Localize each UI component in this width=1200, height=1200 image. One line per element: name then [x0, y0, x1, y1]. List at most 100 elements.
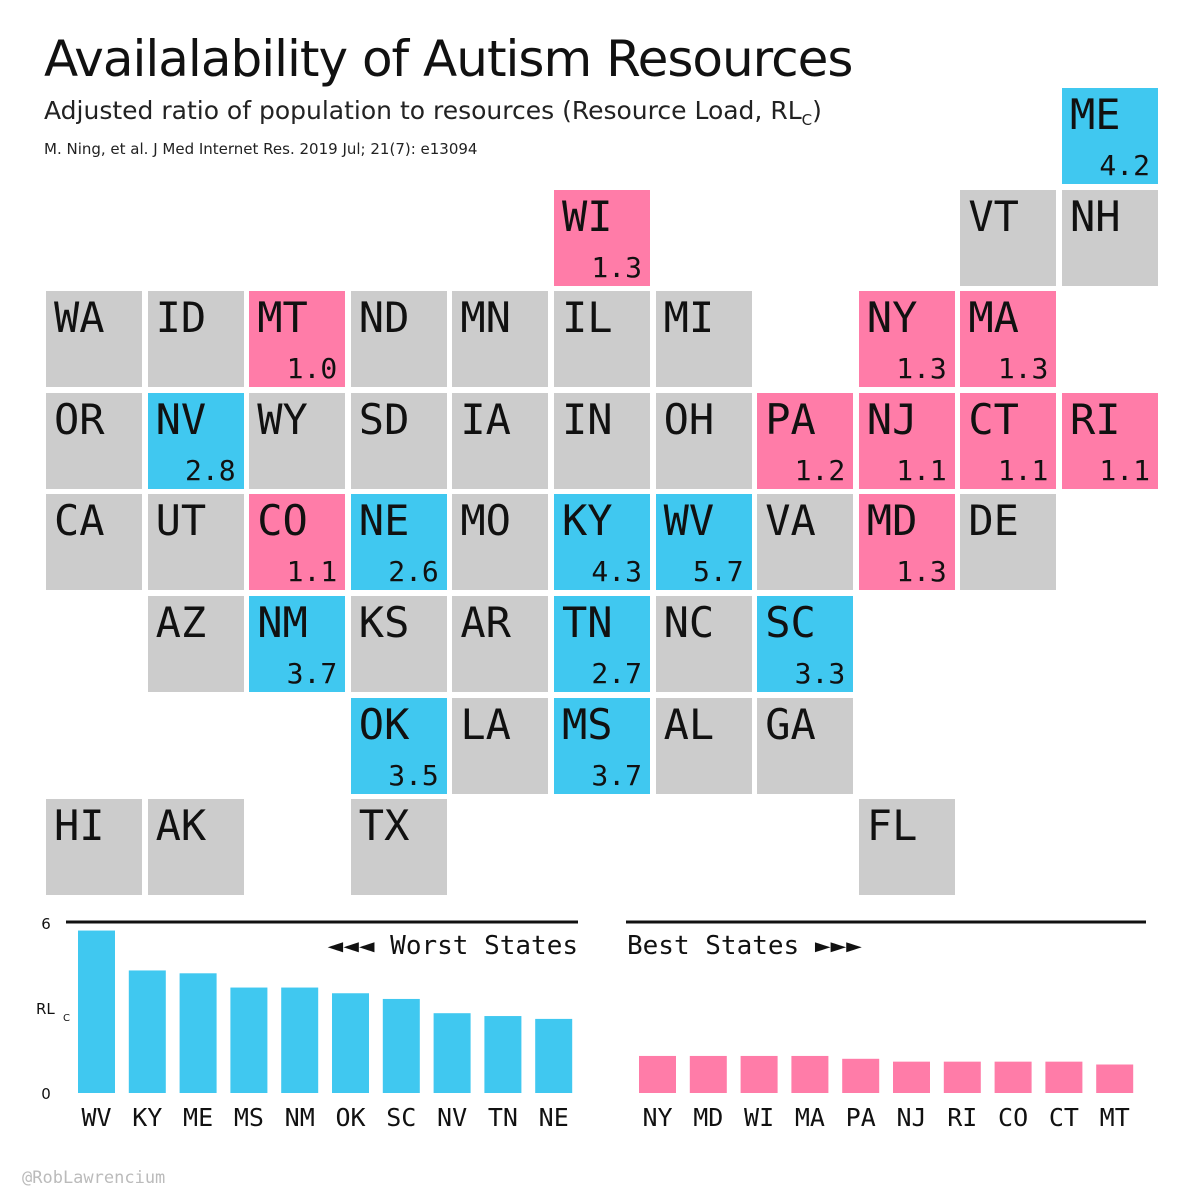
state-tile-id: ID — [147, 291, 244, 388]
credit-handle: @RobLawrencium — [22, 1168, 166, 1188]
state-tile-ok: OK 3.5 — [350, 697, 447, 794]
state-abbr: AK — [155, 801, 207, 851]
y-axis-label: RL — [36, 1000, 55, 1018]
best-bar-ct — [1045, 1061, 1083, 1093]
best-tick-label: MD — [693, 1103, 723, 1132]
state-tile-va: VA — [757, 494, 854, 591]
state-abbr: RI — [1070, 394, 1121, 444]
state-abbr: TX — [358, 801, 410, 851]
state-tile-ma: MA 1.3 — [960, 291, 1057, 388]
best-tick-label: MT — [1100, 1103, 1130, 1132]
best-tick-label: PA — [846, 1103, 876, 1132]
state-value: 2.6 — [388, 555, 439, 589]
best-bar-wi — [740, 1055, 778, 1093]
worst-bar-ky — [128, 970, 166, 1093]
best-tick-label: RI — [947, 1103, 977, 1132]
worst-chart-title: ◄◄◄ Worst States — [328, 931, 578, 961]
state-abbr: WI — [562, 191, 613, 241]
state-tile-ak: AK — [147, 799, 244, 896]
citation: M. Ning, et al. J Med Internet Res. 2019… — [44, 140, 478, 158]
state-abbr: IN — [562, 394, 613, 444]
best-tick-label: CO — [998, 1103, 1028, 1132]
best-bar-pa — [842, 1058, 880, 1093]
state-tile-nc: NC — [655, 596, 752, 692]
state-value: 4.3 — [591, 555, 642, 589]
best-chart-title: Best States ►►► — [627, 931, 862, 961]
state-abbr: OH — [663, 394, 715, 444]
state-abbr: NE — [358, 496, 410, 546]
state-tile-wi: WI 1.3 — [554, 189, 650, 286]
state-abbr: VA — [765, 496, 816, 546]
state-abbr: ND — [358, 293, 410, 343]
state-abbr: KY — [562, 496, 613, 546]
state-tile-fl: FL — [858, 799, 955, 896]
best-bar-md — [689, 1055, 727, 1093]
state-tile-hi: HI — [46, 799, 142, 896]
state-tile-map: ME 4.2 WI 1.3 VT NH WA ID MT 1.0 ND MN IL MI NY 1.3 MA 1.… — [46, 88, 1158, 896]
best-bar-co — [994, 1061, 1032, 1093]
state-tile-oh: OH — [655, 392, 752, 489]
subtitle-close: ) — [812, 96, 822, 125]
worst-tick-label: KY — [132, 1103, 162, 1132]
state-tile-mi: MI — [655, 291, 752, 388]
worst-tick-label: WV — [81, 1103, 111, 1132]
worst-bar-wv — [78, 930, 115, 1093]
state-tile-sd: SD — [350, 392, 447, 489]
state-value: 1.2 — [794, 453, 846, 487]
state-tile-ky: KY 4.3 — [554, 494, 650, 591]
state-abbr: FL — [866, 801, 918, 851]
y-tick-zero: 0 — [41, 1085, 51, 1103]
state-abbr: LA — [460, 699, 511, 749]
state-value: 3.7 — [591, 758, 642, 792]
state-tile-ca: CA — [46, 494, 142, 591]
worst-bar-ok — [332, 993, 369, 1093]
state-value: 1.3 — [896, 555, 947, 589]
page-subtitle: Adjusted ratio of population to resource… — [44, 96, 822, 129]
worst-tick-label: NV — [437, 1103, 467, 1132]
worst-tick-label: NE — [539, 1103, 569, 1132]
best-bar-ny — [639, 1055, 676, 1093]
state-value: 3.7 — [286, 657, 338, 690]
best-tick-label: CT — [1049, 1103, 1079, 1132]
state-tile-ar: AR — [452, 596, 549, 692]
state-tile-ga: GA — [757, 697, 854, 794]
state-tile-ms: MS 3.7 — [554, 697, 650, 794]
state-value: 1.1 — [896, 453, 947, 487]
state-abbr: IA — [460, 394, 511, 444]
state-value: 1.1 — [997, 453, 1049, 487]
state-tile-me: ME 4.2 — [1062, 88, 1158, 184]
state-abbr: DE — [968, 496, 1019, 546]
state-tile-al: AL — [655, 697, 752, 794]
subtitle-subscript: C — [801, 111, 813, 129]
state-abbr: UT — [155, 496, 207, 546]
state-tile-md: MD 1.3 — [858, 494, 955, 591]
state-tile-ne: NE 2.6 — [350, 494, 447, 591]
state-value: 3.3 — [794, 657, 846, 690]
state-tile-nh: NH — [1062, 189, 1158, 286]
state-abbr: OR — [54, 394, 105, 444]
state-abbr: MS — [562, 699, 613, 749]
best-bar-ma — [791, 1055, 829, 1093]
state-abbr: CO — [257, 496, 308, 546]
state-abbr: TN — [562, 598, 613, 647]
worst-tick-label: SC — [386, 1103, 416, 1132]
state-tile-or: OR — [46, 392, 142, 489]
state-abbr: AL — [663, 699, 715, 749]
state-tile-mo: MO — [452, 494, 549, 591]
state-tile-ks: KS — [350, 596, 447, 692]
state-abbr: KS — [358, 598, 410, 647]
state-value: 3.5 — [388, 758, 439, 792]
state-abbr: MD — [866, 496, 918, 546]
state-tile-nd: ND — [350, 291, 447, 388]
state-tile-az: AZ — [147, 596, 244, 692]
best-bar-nj — [893, 1061, 930, 1093]
state-abbr: NC — [663, 598, 715, 647]
state-value: 2.8 — [185, 453, 236, 487]
state-abbr: ME — [1070, 90, 1121, 139]
state-tile-vt: VT — [960, 189, 1057, 286]
state-abbr: OK — [358, 699, 410, 749]
state-tile-de: DE — [960, 494, 1057, 591]
best-bar-mt — [1096, 1064, 1134, 1093]
